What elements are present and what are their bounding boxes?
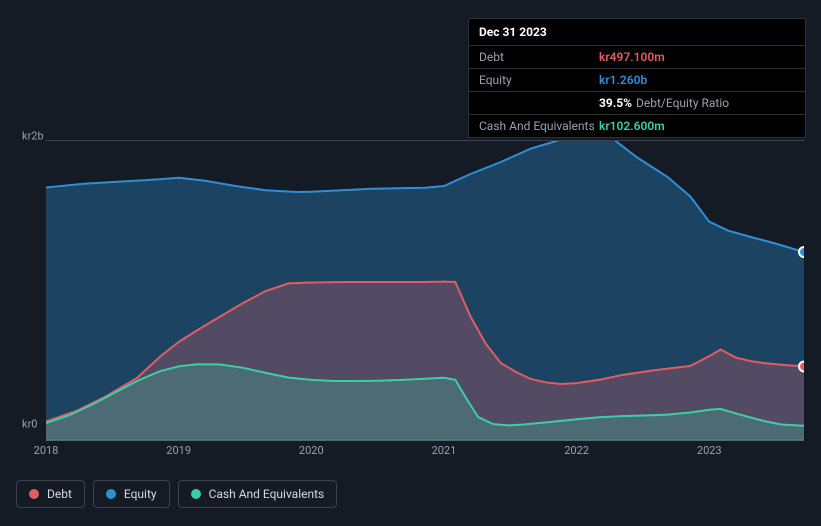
y-axis-tick: kr0 (22, 418, 38, 431)
x-axis-tick: 2018 (34, 444, 59, 457)
legend-swatch (191, 489, 201, 499)
tooltip-ratio: 39.5% Debt/Equity Ratio (599, 96, 729, 110)
legend-item-cash-and-equivalents[interactable]: Cash And Equivalents (178, 480, 338, 508)
legend: Debt Equity Cash And Equivalents (16, 480, 337, 508)
tooltip-date: Dec 31 2023 (469, 19, 805, 46)
tooltip-value-cash: kr102.600m (599, 119, 665, 133)
end-marker-debt (799, 361, 804, 371)
tooltip-row-debt: Debt kr497.100m (469, 46, 805, 69)
x-axis: 201820192020202120222023 (46, 444, 804, 464)
chart-tooltip: Dec 31 2023 Debt kr497.100m Equity kr1.2… (468, 18, 806, 138)
tooltip-ratio-pct: 39.5% (599, 96, 632, 110)
tooltip-row-cash: Cash And Equivalents kr102.600m (469, 115, 805, 137)
x-axis-tick: 2019 (166, 444, 191, 457)
y-axis-tick: kr2b (22, 130, 44, 143)
x-axis-tick: 2023 (697, 444, 722, 457)
tooltip-row-ratio: 39.5% Debt/Equity Ratio (469, 92, 805, 115)
tooltip-row-equity: Equity kr1.260b (469, 69, 805, 92)
tooltip-ratio-label: Debt/Equity Ratio (636, 96, 729, 110)
legend-swatch (106, 489, 116, 499)
end-marker-equity (799, 247, 804, 257)
plot-area[interactable] (46, 140, 804, 440)
x-axis-tick: 2022 (564, 444, 589, 457)
tooltip-label (479, 96, 599, 110)
legend-label: Debt (47, 487, 72, 501)
x-axis-tick: 2020 (299, 444, 324, 457)
tooltip-label: Debt (479, 50, 599, 64)
legend-item-equity[interactable]: Equity (93, 480, 170, 508)
legend-label: Cash And Equivalents (209, 487, 325, 501)
tooltip-label: Cash And Equivalents (479, 119, 599, 133)
x-axis-tick: 2021 (432, 444, 457, 457)
tooltip-value-debt: kr497.100m (599, 50, 665, 64)
chart (16, 140, 804, 440)
tooltip-label: Equity (479, 73, 599, 87)
legend-item-debt[interactable]: Debt (16, 480, 85, 508)
legend-swatch (29, 489, 39, 499)
tooltip-value-equity: kr1.260b (599, 73, 647, 87)
legend-label: Equity (124, 487, 157, 501)
chart-svg (46, 141, 804, 441)
